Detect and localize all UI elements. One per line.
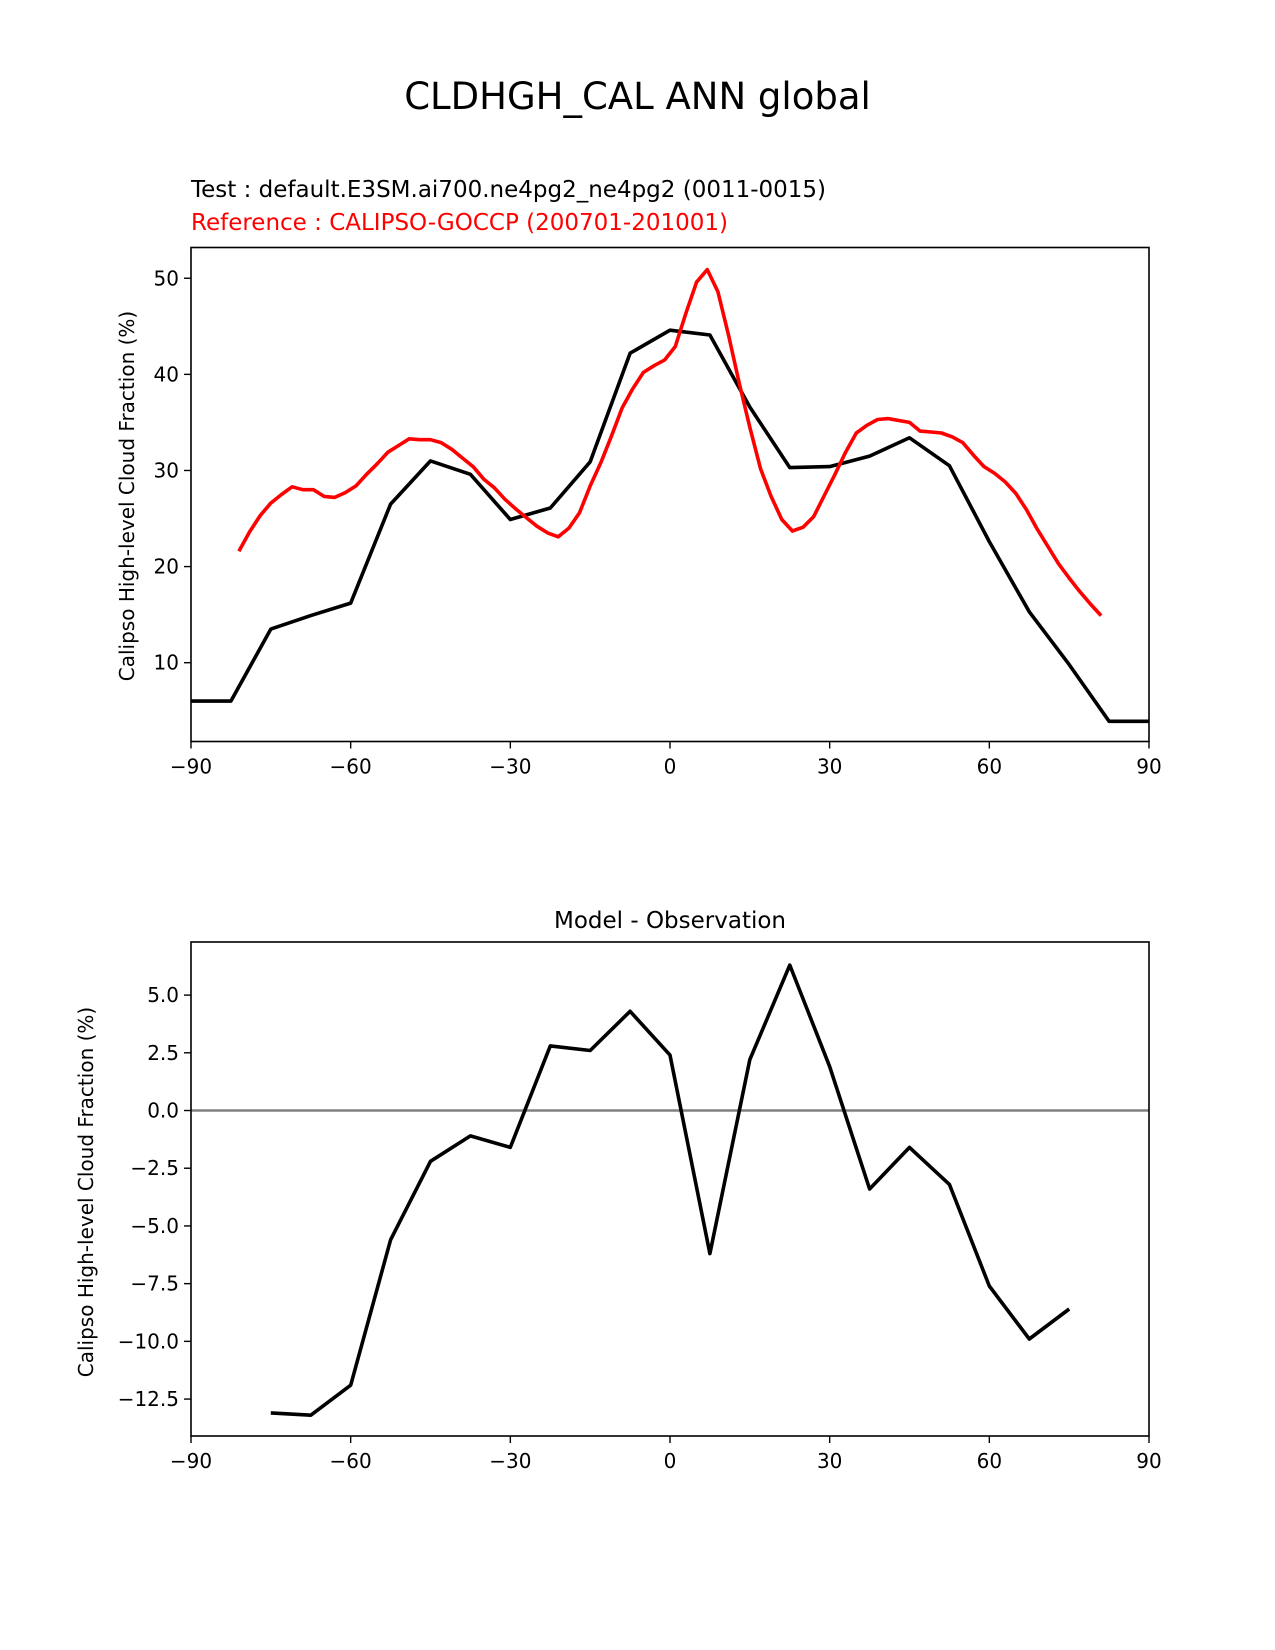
y-axis-label: Calipso High-level Cloud Fraction (%) [74, 1007, 98, 1377]
panel-title: Model - Observation [554, 908, 786, 934]
x-tick-label: 0 [664, 755, 677, 779]
bottom-panel: Model - Observation Calipso High-level C… [74, 908, 1162, 1473]
y-tick-label: 40 [154, 362, 179, 386]
x-tick-label: −90 [170, 1449, 212, 1473]
y-tick-label: −7.5 [130, 1272, 179, 1296]
y-tick-label: −2.5 [130, 1156, 179, 1180]
plot-frame [190, 941, 1150, 1437]
x-tick-label: −30 [489, 1449, 531, 1473]
x-tick-label: 90 [1136, 755, 1161, 779]
y-axis-label: Calipso High-level Cloud Fraction (%) [115, 311, 139, 681]
y-tick-label: 30 [154, 458, 179, 482]
reference-label: Reference : CALIPSO-GOCCP (200701-201001… [191, 210, 728, 236]
x-tick-label: 30 [817, 755, 842, 779]
reference-series-line [237, 267, 1103, 617]
y-tick-label: −10.0 [118, 1329, 179, 1353]
y-tick-label: 2.5 [147, 1041, 179, 1065]
y-tick-label: 5.0 [147, 983, 179, 1007]
figure-title: CLDHGH_CAL ANN global [404, 75, 871, 118]
test-series-line [191, 328, 1149, 724]
x-tick-label: 0 [664, 1449, 677, 1473]
y-tick-label: −12.5 [118, 1387, 179, 1411]
x-tick-label: 90 [1136, 1449, 1161, 1473]
x-tick-label: −60 [330, 755, 372, 779]
x-tick-label: −30 [489, 755, 531, 779]
top-panel: Test : default.E3SM.ai700.ne4pg2_ne4pg2 … [115, 177, 1162, 779]
y-tick-label: 0.0 [147, 1099, 179, 1123]
y-tick-label: 10 [154, 651, 179, 675]
x-tick-label: −60 [330, 1449, 372, 1473]
x-tick-label: 60 [977, 1449, 1002, 1473]
y-tick-label: 20 [154, 555, 179, 579]
test-label: Test : default.E3SM.ai700.ne4pg2_ne4pg2 … [190, 177, 826, 203]
x-tick-label: 60 [977, 755, 1002, 779]
y-tick-label: 50 [154, 266, 179, 290]
plot-frame [190, 246, 1150, 743]
y-tick-label: −5.0 [130, 1214, 179, 1238]
x-tick-label: 30 [817, 1449, 842, 1473]
x-tick-label: −90 [170, 755, 212, 779]
difference-series-line [270, 963, 1071, 1417]
